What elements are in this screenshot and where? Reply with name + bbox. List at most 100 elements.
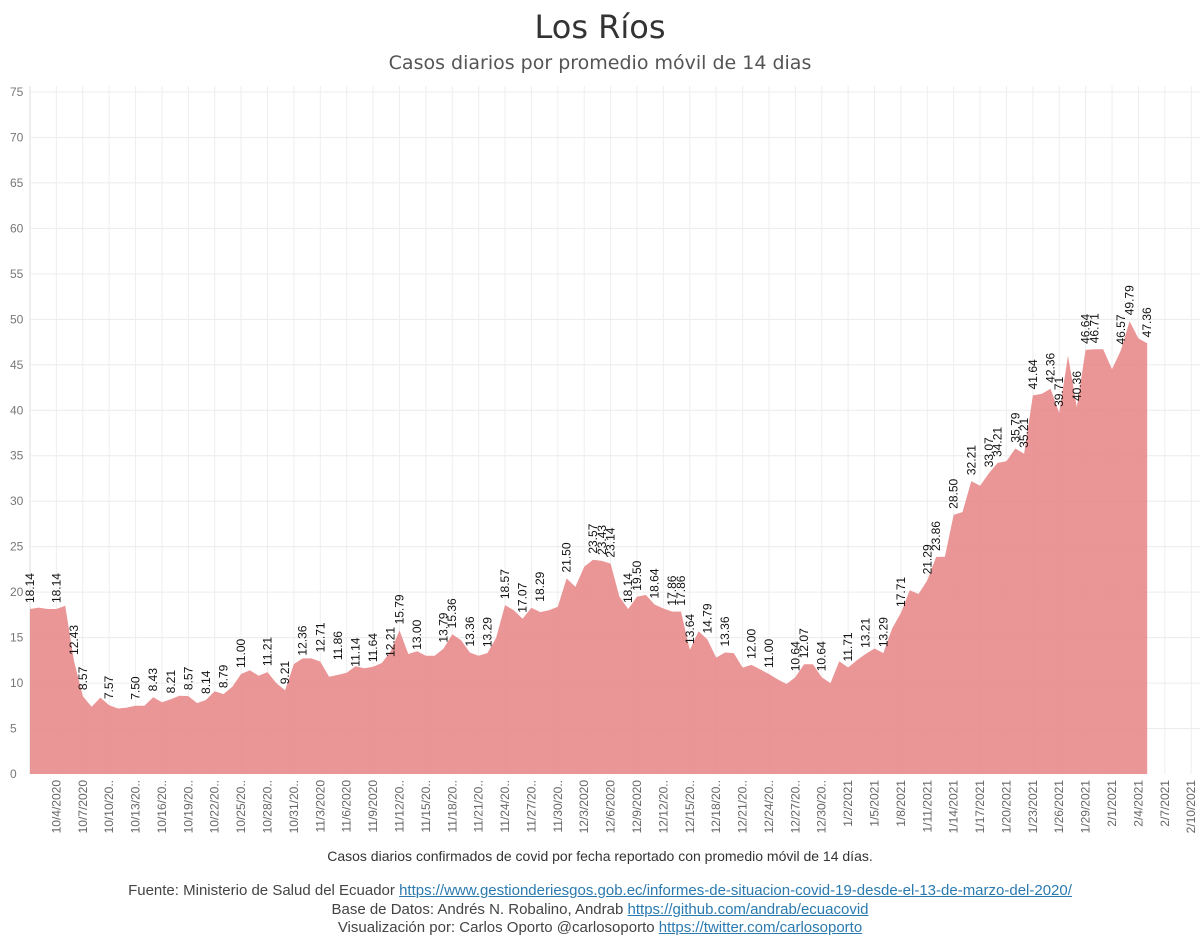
data-label: 8.43 (146, 668, 160, 692)
x-axis-caption: Casos diarios confirmados de covid por f… (327, 848, 873, 864)
y-tick-label: 65 (10, 176, 24, 190)
data-label: 13.00 (410, 619, 424, 649)
data-label: 46.57 (1114, 314, 1128, 344)
data-label: 9.21 (278, 661, 292, 685)
chart-subtitle: Casos diarios por promedio móvil de 14 d… (388, 52, 812, 74)
data-label: 8.79 (217, 664, 231, 688)
data-label: 10.64 (788, 641, 802, 671)
x-tick-label: 10/7/2020 (76, 780, 90, 834)
y-tick-label: 5 (10, 722, 17, 736)
source-link[interactable]: https://www.gestionderiesgos.gob.ec/info… (399, 882, 1072, 899)
data-label: 13.36 (718, 616, 732, 646)
x-tick-label: 1/2/2021 (841, 780, 855, 827)
x-tick-label: 1/20/2021 (999, 780, 1013, 834)
data-label: 10.64 (815, 641, 829, 671)
data-label: 19.50 (630, 560, 644, 590)
data-label: 41.64 (1026, 359, 1040, 389)
data-label: 8.21 (164, 670, 178, 694)
x-tick-label: 2/1/2021 (1105, 780, 1119, 827)
x-tick-label: 11/24/20.. (498, 780, 512, 833)
data-label: 17.71 (894, 577, 908, 607)
x-tick-label: 11/18/20.. (445, 780, 459, 833)
data-label: 23.86 (929, 521, 943, 551)
x-tick-label: 1/23/2021 (1026, 780, 1040, 834)
data-label: 28.50 (947, 478, 961, 508)
viz-label: Visualización por: Carlos Oporto @carlos… (337, 919, 655, 936)
y-tick-label: 70 (10, 130, 24, 144)
data-label: 49.79 (1123, 285, 1137, 315)
x-tick-label: 1/8/2021 (894, 780, 908, 827)
data-label: 13.79 (436, 612, 450, 642)
data-label: 34.21 (991, 427, 1005, 457)
data-label: 18.14 (49, 573, 63, 603)
data-label: 18.57 (498, 569, 512, 599)
x-tick-label: 12/21/20.. (736, 780, 750, 833)
data-label: 11.00 (234, 639, 248, 668)
y-tick-label: 20 (10, 585, 24, 599)
x-tick-label: 1/29/2021 (1079, 780, 1093, 834)
source-label: Fuente: Ministerio de Salud del Ecuador (128, 882, 395, 899)
x-tick-label: 10/19/20.. (181, 780, 195, 833)
x-tick-label: 12/3/2020 (577, 780, 591, 834)
data-label: 12.00 (744, 629, 758, 659)
database-link[interactable]: https://github.com/andrab/ecuacovid (627, 901, 869, 918)
data-label: 42.36 (1043, 352, 1057, 382)
x-axis: 10/4/2020 10/7/2020 10/10/20.. 10/13/20.. 10… (49, 780, 1198, 834)
series-area (30, 321, 1148, 774)
data-label: 11.86 (331, 631, 345, 660)
data-label: 17.86 (674, 575, 688, 605)
data-label: 18.64 (648, 568, 662, 598)
x-tick-label: 11/21/20.. (472, 780, 486, 833)
x-tick-label: 10/31/20.. (287, 780, 301, 833)
x-tick-label: 10/25/20.. (234, 780, 248, 833)
data-label: 8.14 (199, 670, 213, 694)
data-label: 39.71 (1052, 377, 1066, 407)
data-label: 13.29 (876, 617, 890, 647)
chart-title: Los Ríos (534, 8, 666, 46)
data-label: 21.50 (560, 542, 574, 572)
y-tick-label: 30 (10, 494, 24, 508)
database-label: Base de Datos: Andrés N. Robalino, Andra… (331, 901, 624, 918)
data-label: 13.36 (463, 616, 477, 646)
footer-source: Fuente: Ministerio de Salud del Ecuador … (0, 882, 1200, 899)
x-tick-label: 12/27/20.. (788, 780, 802, 833)
data-label: 11.14 (348, 637, 362, 666)
data-label: 8.57 (181, 666, 195, 690)
data-label: 23.14 (604, 527, 618, 557)
x-tick-label: 12/30/20.. (815, 780, 829, 833)
x-tick-label: 10/13/20.. (129, 780, 143, 833)
x-tick-label: 12/24/20.. (762, 780, 776, 833)
data-label: 12.21 (384, 627, 398, 657)
data-label: 18.14 (621, 573, 635, 603)
data-label: 17.86 (665, 575, 679, 605)
data-label: 40.36 (1070, 371, 1084, 401)
data-label: 15.36 (445, 598, 459, 628)
x-tick-label: 10/28/20.. (261, 780, 275, 833)
y-tick-label: 45 (10, 358, 24, 372)
data-label: 23.43 (595, 525, 609, 555)
data-label: 8.57 (76, 666, 90, 690)
x-tick-label: 11/3/2020 (313, 780, 327, 833)
y-tick-label: 10 (10, 676, 24, 690)
x-tick-label: 2/7/2021 (1158, 780, 1172, 827)
x-tick-label: 11/9/2020 (366, 780, 380, 833)
data-label: 35.21 (1017, 417, 1031, 447)
x-tick-label: 1/17/2021 (973, 780, 987, 834)
data-label: 13.29 (480, 617, 494, 647)
x-tick-label: 10/4/2020 (49, 780, 63, 834)
y-tick-label: 35 (10, 449, 24, 463)
x-tick-label: 1/26/2021 (1052, 780, 1066, 834)
data-label: 7.57 (102, 675, 116, 699)
y-tick-label: 0 (10, 767, 17, 781)
viz-link[interactable]: https://twitter.com/carlosoporto (658, 919, 863, 936)
x-tick-label: 12/18/20.. (709, 780, 723, 833)
x-tick-label: 11/15/20.. (419, 780, 433, 833)
data-label: 11.64 (366, 633, 380, 662)
data-label: 21.29 (920, 544, 934, 574)
y-tick-label: 25 (10, 540, 24, 554)
x-tick-label: 11/27/20.. (524, 780, 538, 833)
y-tick-label: 50 (10, 312, 24, 326)
x-tick-label: 11/12/20.. (392, 780, 406, 833)
data-label: 14.79 (700, 603, 714, 633)
